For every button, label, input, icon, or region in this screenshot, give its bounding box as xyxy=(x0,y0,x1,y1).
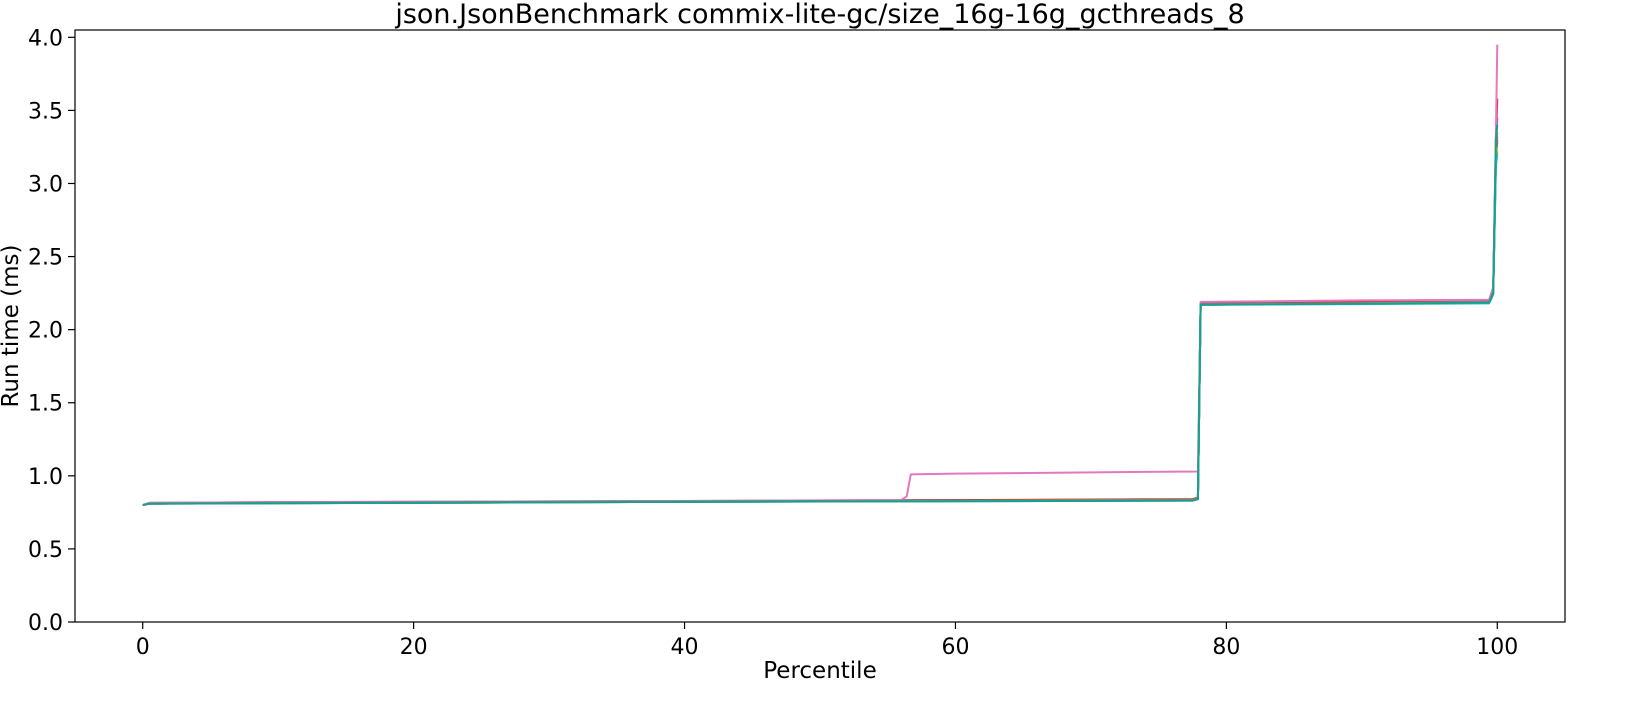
x-tick-label: 80 xyxy=(1212,635,1240,660)
series-layer xyxy=(142,44,1499,507)
y-tick-label: 0.5 xyxy=(28,538,63,563)
plot-frame xyxy=(74,29,1566,623)
y-tick-label: 2.5 xyxy=(28,246,63,271)
series-line-9 xyxy=(142,146,1499,507)
chart-title: json.JsonBenchmark commix-lite-gc/size_1… xyxy=(394,0,1244,30)
y-axis: 0.0 0.5 1.0 1.5 2.0 2.5 3.0 3.5 4.0 xyxy=(28,26,75,636)
x-tick-label: 20 xyxy=(400,635,428,660)
series-line-5 xyxy=(142,117,1499,507)
series-line-7 xyxy=(142,44,1499,507)
y-tick-label: 1.0 xyxy=(28,465,63,490)
series-line-3 xyxy=(142,151,1499,507)
x-axis-label: Percentile xyxy=(763,658,876,684)
x-tick-label: 60 xyxy=(941,635,969,660)
series-line-1 xyxy=(142,142,1499,507)
x-axis: 0 20 40 60 80 100 xyxy=(136,622,1518,660)
series-line-11 xyxy=(142,124,1499,507)
y-tick-label: 1.5 xyxy=(28,392,63,417)
series-line-10 xyxy=(142,154,1499,507)
x-tick-label: 100 xyxy=(1476,635,1518,660)
x-tick-label: 0 xyxy=(136,635,150,660)
y-tick-label: 0.0 xyxy=(28,611,63,636)
series-line-6 xyxy=(142,139,1499,507)
series-line-8 xyxy=(142,136,1499,507)
y-tick-label: 2.0 xyxy=(28,319,63,344)
x-tick-label: 40 xyxy=(671,635,699,660)
y-tick-label: 4.0 xyxy=(28,26,63,51)
y-tick-label: 3.0 xyxy=(28,172,63,197)
series-line-2 xyxy=(142,132,1499,507)
y-tick-label: 3.5 xyxy=(28,99,63,124)
y-axis-label: Run time (ms) xyxy=(0,244,24,407)
